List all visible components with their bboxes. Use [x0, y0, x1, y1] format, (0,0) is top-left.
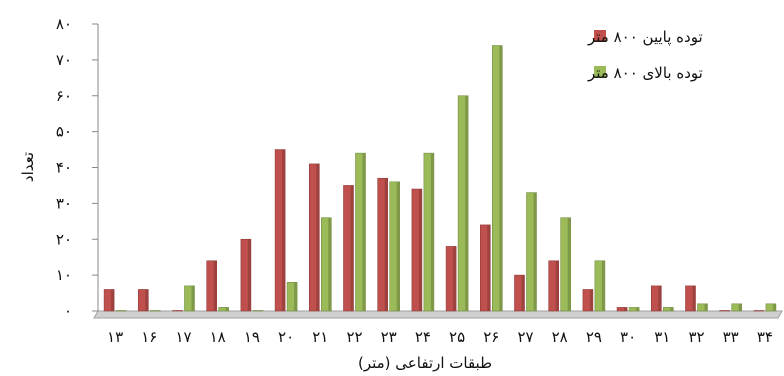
- y-axis-ticks: ۰ ۱۰ ۲۰ ۳۰ ۴۰ ۵۰ ۶۰ ۷۰ ۸۰: [56, 15, 98, 320]
- bar-high-shade-12: [499, 45, 503, 312]
- bar-low-shade-17: [658, 285, 662, 311]
- x-tick-label: ۱۹: [244, 328, 260, 346]
- x-tick-label: ۳۳: [723, 328, 739, 346]
- x-tick-label: ۳۱: [654, 328, 670, 346]
- bar-low-shade-2: [145, 289, 149, 311]
- bar-high-shade-19: [738, 303, 742, 311]
- chart-floor: [93, 310, 783, 319]
- y-tick-label: ۱۰: [56, 266, 72, 284]
- x-tick-label: ۱۷: [175, 328, 191, 346]
- bar-high-shade-10: [430, 153, 434, 311]
- bar-low-shade-8: [350, 185, 354, 311]
- bar-low-shade-5: [247, 239, 251, 311]
- bar-low-shade-4: [213, 260, 217, 311]
- x-tick-label: ۲۳: [381, 328, 397, 346]
- x-tick-label: ۳۲: [688, 328, 704, 346]
- legend: توده پایین ۸۰۰ متر توده بالای ۸۰۰ متر: [587, 28, 703, 82]
- bar-high-shade-11: [465, 95, 469, 311]
- x-tick-label: ۳۰: [620, 328, 636, 346]
- bar-high-shade-8: [362, 153, 366, 311]
- x-tick-label: ۲۵: [449, 328, 465, 346]
- bar-low-shade-18: [692, 285, 696, 311]
- bar-low-shade-1: [111, 289, 115, 311]
- bar-low-shade-11: [453, 246, 457, 311]
- bar-high-shade-20: [772, 303, 776, 311]
- x-tick-label: ۲۸: [552, 328, 568, 346]
- x-tick-label: ۱۸: [210, 328, 226, 346]
- y-tick-label: ۳۰: [56, 194, 72, 212]
- bar-high-shade-9: [396, 181, 400, 311]
- x-tick-label: ۳۴: [757, 328, 773, 346]
- x-axis-ticks: ۱۳ ۱۶ ۱۷ ۱۸ ۱۹ ۲۰ ۲۱ ۲۲ ۲۳ ۲۴ ۲۵ ۲۶ ۲۷ ۲۸ ۲۹ ۳۰ ۳۱ ۳۲ ۳۳ ۳۴: [107, 328, 773, 346]
- bar-high-2: [150, 310, 161, 312]
- x-tick-label: ۲۷: [517, 328, 533, 346]
- x-tick-label: ۲۶: [483, 328, 499, 346]
- x-tick-label: ۲۲: [346, 328, 362, 346]
- bar-high-shade-16: [636, 307, 640, 311]
- bar-low-shade-6: [282, 149, 286, 311]
- legend-swatch-high: [594, 66, 606, 78]
- bar-low-3: [172, 310, 183, 312]
- legend-label-low: توده پایین ۸۰۰ متر: [587, 28, 703, 47]
- x-tick-label: ۲۴: [415, 328, 431, 346]
- bar-low-shade-15: [589, 289, 593, 311]
- bar-high-shade-15: [601, 260, 605, 311]
- bar-low-20: [753, 310, 765, 312]
- x-tick-label: ۱۶: [141, 328, 157, 346]
- x-tick-label: ۲۰: [278, 328, 294, 346]
- bar-high-1: [115, 310, 127, 312]
- bars-group: [103, 45, 777, 312]
- bar-high-shade-3: [191, 285, 195, 311]
- bar-low-shade-10: [418, 189, 422, 311]
- x-axis-title: طبقات ارتفاعی (متر): [358, 354, 492, 372]
- bar-high-shade-14: [567, 217, 571, 311]
- bar-low-shade-16: [624, 307, 628, 311]
- y-tick-label: ۷۰: [56, 51, 72, 69]
- bar-low-shade-7: [316, 163, 320, 311]
- bar-high-shade-6: [294, 282, 298, 311]
- y-tick-label: ۸۰: [56, 15, 72, 33]
- bar-low-shade-13: [521, 275, 525, 311]
- bar-high-shade-7: [328, 217, 332, 311]
- bar-high-shade-13: [533, 192, 537, 311]
- y-tick-label: ۰: [64, 302, 72, 320]
- x-tick-label: ۱۳: [107, 328, 123, 346]
- x-tick-label: ۲۹: [586, 328, 602, 346]
- bar-high-shade-17: [670, 307, 674, 311]
- legend-swatch-low: [594, 30, 606, 42]
- bar-low-shade-9: [384, 178, 388, 311]
- y-tick-label: ۴۰: [56, 159, 72, 177]
- bar-high-shade-18: [704, 303, 708, 311]
- legend-label-high: توده بالای ۸۰۰ متر: [587, 64, 703, 82]
- y-tick-label: ۵۰: [56, 123, 72, 141]
- bar-high-5: [252, 310, 264, 312]
- y-tick-label: ۶۰: [56, 87, 72, 105]
- x-tick-label: ۲۱: [312, 328, 328, 346]
- bar-low-19: [719, 310, 731, 312]
- bar-high-shade-4: [225, 307, 229, 311]
- bar-low-shade-12: [487, 224, 491, 311]
- bar-low-shade-14: [555, 260, 559, 311]
- y-tick-label: ۲۰: [56, 230, 72, 248]
- y-axis-title: تعداد: [19, 152, 37, 182]
